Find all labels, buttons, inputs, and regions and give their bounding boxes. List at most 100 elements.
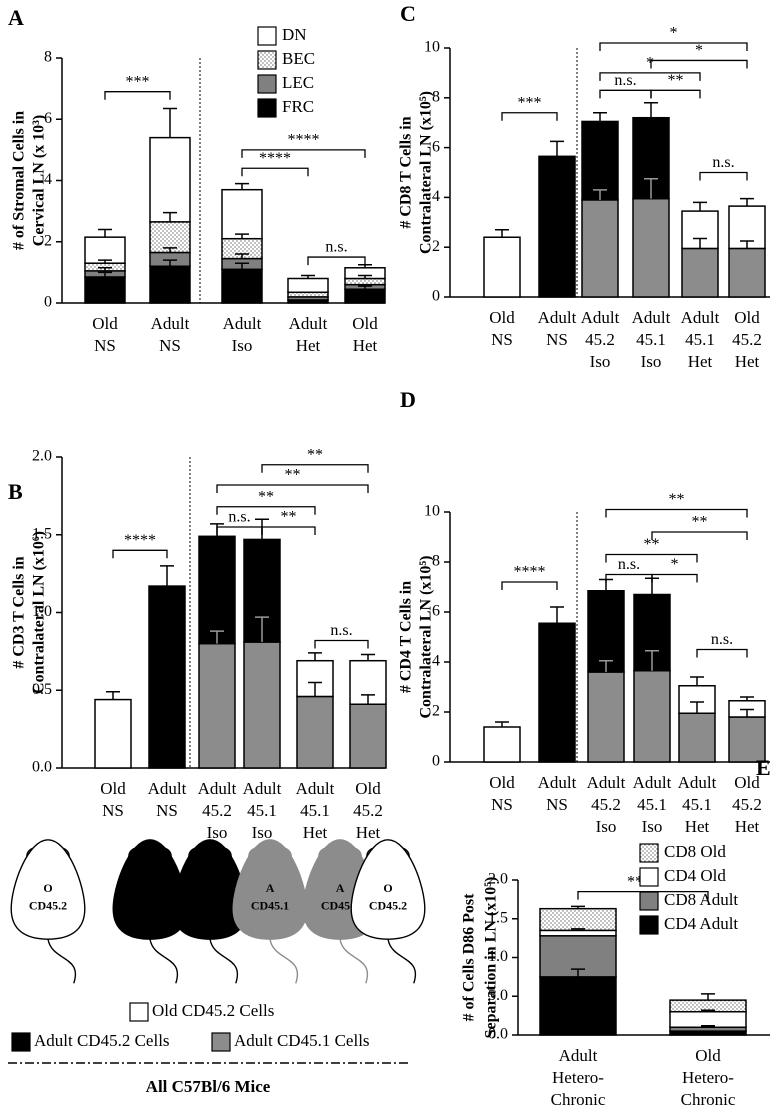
bar-segment (84, 236, 126, 264)
error-bar (701, 993, 715, 1001)
error-bar (358, 274, 372, 279)
x-tick-label: Chronic (681, 1090, 736, 1109)
legend-swatch (257, 26, 277, 46)
error-bar (645, 650, 659, 671)
mouse-tail (387, 939, 417, 984)
bar-segment (581, 199, 619, 298)
mouse-body (350, 839, 426, 940)
mouse-label: CD45.2 (191, 899, 229, 913)
y-tick-label: 4 (44, 171, 52, 188)
bar-segment (198, 642, 236, 769)
error-bar (98, 228, 112, 238)
mouse-tail (339, 939, 369, 984)
mouse-letter: A (266, 881, 275, 895)
x-tick-label: NS (546, 795, 568, 814)
y-axis-label: Separation in LN (x10⁵) (483, 877, 500, 1039)
error-bar (593, 111, 607, 122)
y-tick-label: 0.5 (32, 681, 52, 698)
significance-label: n.s. (614, 72, 636, 89)
significance-bracket (605, 553, 698, 563)
x-tick-label: Iso (596, 817, 617, 836)
x-tick-label: Old (489, 308, 515, 327)
significance-bracket (241, 167, 309, 177)
mouse-label: CD45.2 (369, 899, 407, 913)
x-tick-label: Old (734, 308, 760, 327)
x-tick-label: 45.1 (636, 330, 666, 349)
significance-label: ** (669, 491, 685, 508)
error-bar (740, 708, 754, 717)
x-tick-label: Old (92, 314, 118, 333)
significance-label: * (670, 25, 678, 42)
x-tick-label: 45.1 (682, 795, 712, 814)
significance-bracket (501, 112, 558, 121)
significance-label: *** (126, 73, 150, 90)
y-axis-label: # CD3 T Cells in (11, 556, 28, 668)
x-tick-label: NS (156, 801, 178, 820)
significance-bracket (696, 648, 748, 658)
x-tick-label: Het (353, 336, 378, 355)
error-bar (308, 681, 322, 697)
legend-swatch (11, 1032, 31, 1052)
error-bar (690, 676, 704, 686)
x-tick-label: NS (491, 330, 513, 349)
y-tick-label: 0 (44, 294, 52, 311)
x-tick-label: Iso (252, 823, 273, 842)
legend-label: DN (282, 25, 307, 44)
x-tick-label: Adult (559, 1046, 598, 1065)
bar-segment (538, 622, 576, 763)
x-tick-label: 45.1 (637, 795, 667, 814)
x-tick-label: Adult (296, 779, 335, 798)
x-tick-label: 45.1 (300, 801, 330, 820)
significance-label: n.s. (712, 154, 734, 171)
y-tick-label: 8 (432, 88, 440, 105)
bar-segment (149, 265, 191, 304)
x-tick-label: Chronic (551, 1090, 606, 1109)
bar-segment (344, 288, 386, 304)
y-tick-label: 6 (432, 603, 440, 620)
y-tick-label: 0 (432, 753, 440, 770)
x-tick-label: Iso (207, 823, 228, 842)
y-tick-label: 1.5 (488, 909, 508, 926)
error-bar (98, 271, 112, 277)
legend-swatch (257, 98, 277, 118)
y-tick-label: 2.0 (488, 871, 508, 888)
significance-bracket (599, 72, 701, 81)
significance-bracket (650, 59, 748, 69)
y-tick-label: 10 (424, 503, 440, 520)
y-tick-label: 1.5 (32, 525, 52, 542)
x-tick-label: Het (303, 823, 328, 842)
legend-swatch (211, 1032, 231, 1052)
y-tick-label: 2.0 (32, 448, 52, 465)
y-tick-label: 1.0 (32, 603, 52, 620)
significance-label: * (695, 42, 703, 59)
legend-label: FRC (282, 97, 314, 116)
y-tick-label: 8 (44, 49, 52, 66)
x-tick-label: Adult (681, 308, 720, 327)
x-tick-label: Adult (538, 773, 577, 792)
x-tick-label: Adult (148, 779, 187, 798)
x-tick-label: NS (546, 330, 568, 349)
panel-letter: B (8, 479, 23, 504)
significance-label: **** (124, 532, 156, 549)
error-bar (163, 211, 177, 222)
mouse-letter: O (43, 881, 52, 895)
x-tick-label: Adult (587, 773, 626, 792)
error-bar (98, 259, 112, 264)
error-bar (235, 182, 249, 190)
mouse-letter: A (146, 881, 155, 895)
significance-label: ** (668, 72, 684, 89)
bar-segment (539, 929, 617, 937)
significance-bracket (501, 581, 558, 590)
panel-letter: C (400, 1, 416, 26)
y-tick-label: 2 (44, 232, 52, 249)
error-bar (163, 247, 177, 253)
mouse: A CD45.2 (112, 839, 188, 984)
significance-label: ** (281, 509, 297, 526)
significance-label: * (646, 55, 654, 72)
y-tick-label: 6 (432, 138, 440, 155)
x-tick-label: 45.1 (247, 801, 277, 820)
mouse-letter: A (206, 881, 215, 895)
error-bar (644, 177, 658, 199)
legend-label: Adult CD45.1 Cells (234, 1031, 370, 1050)
bar-segment (632, 197, 670, 298)
